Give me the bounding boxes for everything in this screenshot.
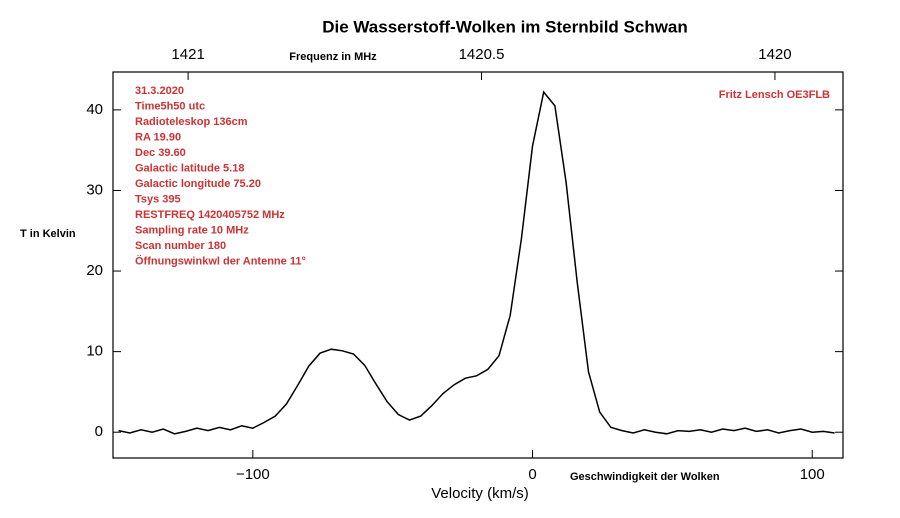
x-tick-label: 0: [528, 466, 536, 483]
x-tick-label: −100: [236, 466, 270, 483]
annotation: Galactic latitude 5.18: [135, 162, 244, 174]
author: Fritz Lensch OE3FLB: [719, 89, 830, 101]
spectrum-line: [118, 90, 835, 435]
annotation: Dec 39.60: [135, 147, 186, 159]
annotation: RESTFREQ 1420405752 MHz: [135, 209, 285, 221]
y-tick-label: 20: [86, 262, 103, 279]
x2-tick-label: 1421: [171, 46, 204, 63]
y-tick-label: 0: [95, 423, 103, 440]
annotation: Scan number 180: [135, 240, 226, 252]
x2-tick-label: 1420.5: [459, 46, 505, 63]
annotation: Galactic longitude 75.20: [135, 178, 261, 190]
plot-frame: [112, 71, 844, 459]
annotation: Radioteleskop 136cm: [135, 116, 248, 128]
x2-tick-label: 1420: [758, 46, 791, 63]
x-axis-label: Velocity (km/s): [431, 485, 529, 502]
annotation: Tsys 395: [135, 193, 181, 205]
annotation: 31.3.2020: [135, 85, 184, 97]
annotation: RA 19.90: [135, 131, 181, 143]
y-tick-label: 40: [86, 101, 103, 118]
annotation: Öffnungswinkwl der Antenne 11°: [135, 254, 306, 267]
x-axis-note: Geschwindigkeit der Wolken: [570, 471, 720, 483]
annotation: Sampling rate 10 MHz: [135, 224, 249, 236]
x2-axis-label: Frequenz in MHz: [289, 51, 377, 63]
annotation: Time5h50 utc: [135, 100, 205, 112]
x-tick-label: 100: [800, 466, 825, 483]
chart-title: Die Wasserstoff-Wolken im Sternbild Schw…: [322, 17, 688, 36]
y-tick-label: 30: [86, 181, 103, 198]
y-tick-label: 10: [86, 343, 103, 360]
y-axis-label: T in Kelvin: [20, 228, 76, 240]
